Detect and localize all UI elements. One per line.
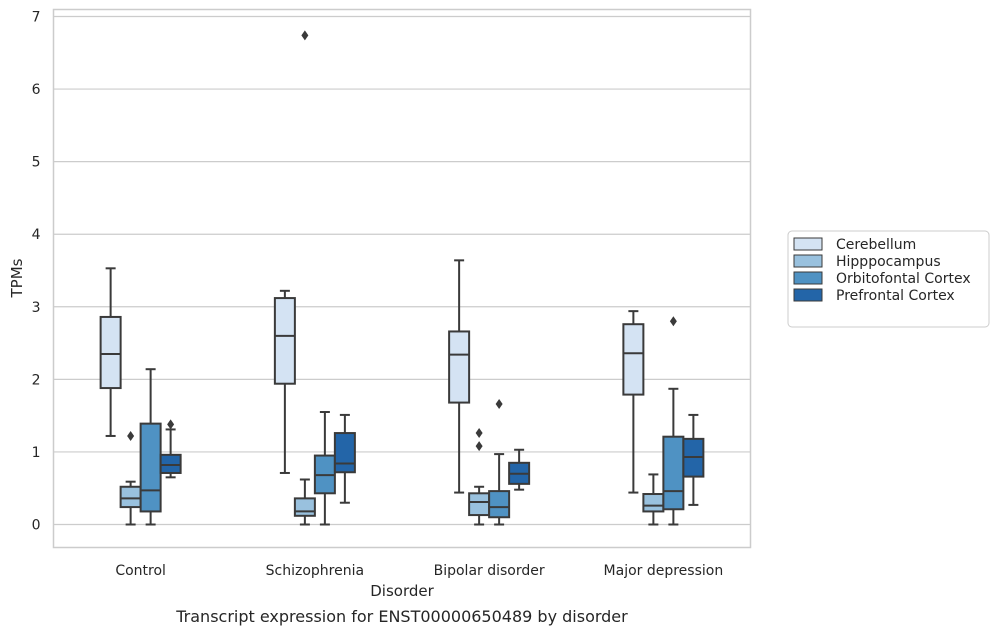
outlier-point [167,419,175,430]
box-prefrontal-cortex [682,413,705,506]
box-iqr [293,497,316,517]
box-prefrontal-cortex [159,419,182,479]
y-tick-label: 0 [32,518,41,534]
legend-frame [787,230,990,328]
y-tick-label: 2 [32,372,41,388]
outlier-point [475,428,483,439]
box-iqr [273,297,296,385]
box-iqr [622,323,645,396]
box-iqr [99,315,122,390]
box-iqr [468,492,491,517]
box-hipppocampus [468,428,491,526]
box-prefrontal-cortex [508,448,531,491]
x-tick-label: Major depression [604,563,724,579]
box-prefrontal-cortex [333,413,356,504]
x-tick-label: Schizophrenia [266,563,364,579]
box-orbitofontal-cortex [313,411,336,526]
outlier-point [495,399,503,410]
y-tick-label: 5 [32,155,41,171]
legend-label: Orbitofontal Cortex [836,271,971,287]
x-axis-ticks: Control Schizophrenia Bipolar disorder Majo… [115,563,723,579]
legend-swatch [793,237,823,251]
legend-label: Hipppocampus [836,254,941,270]
box-hipppocampus [293,30,316,526]
box-orbitofontal-cortex [662,316,685,526]
chart-caption: Transcript expression for ENST0000065048… [175,607,628,626]
box-hipppocampus [119,430,142,526]
box-iqr [488,490,511,519]
legend-swatch [793,271,823,285]
x-tick-label: Control [115,563,166,579]
plot-area-frame [52,8,752,549]
box-iqr [662,435,685,511]
legend-swatch [793,254,823,268]
box-orbitofontal-cortex [488,399,511,526]
box-iqr [159,453,182,474]
box-cerebellum [99,267,122,437]
box-groups [99,30,705,526]
outlier-point [127,430,135,441]
box-cerebellum [273,289,296,474]
y-axis-label: TPMs [8,258,26,298]
box-orbitofontal-cortex [139,368,162,526]
y-tick-label: 6 [32,82,41,98]
box-cerebellum [622,310,645,494]
y-tick-label: 7 [32,10,41,26]
y-tick-label: 1 [32,445,41,461]
outlier-point [475,441,483,452]
legend-swatch [793,288,823,302]
box-iqr [642,493,665,513]
outlier-point [301,30,309,41]
y-tick-label: 4 [32,227,41,243]
legend-label: Cerebellum [836,237,916,253]
box-iqr [119,485,142,509]
box-cerebellum [448,259,471,494]
y-tick-label: 3 [32,300,41,316]
box-iqr [448,330,471,404]
outlier-point [669,316,677,327]
x-axis-label: Disorder [370,582,434,600]
box-iqr [333,432,356,474]
x-tick-label: Bipolar disorder [434,563,545,579]
legend-label: Prefrontal Cortex [836,288,955,304]
y-axis-ticks: 0 1 2 3 4 5 6 7 [32,10,41,534]
box-iqr [139,422,162,513]
